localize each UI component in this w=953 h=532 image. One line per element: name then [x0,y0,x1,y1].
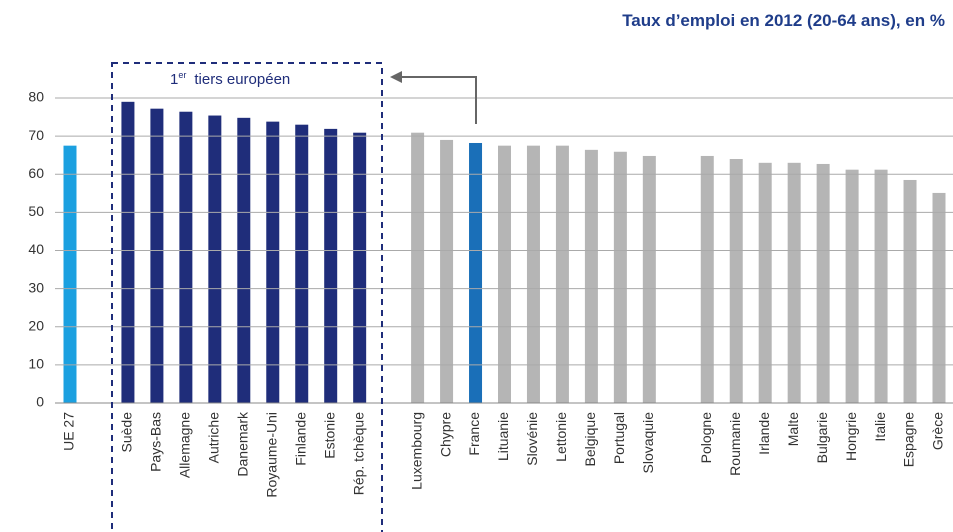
x-tick-label: Belgique [582,412,598,467]
bar [295,124,309,403]
x-tick-label: Espagne [901,412,917,467]
bar [642,155,656,403]
x-tick-label: Slovaquie [640,412,656,474]
bar [555,145,569,403]
bar [63,145,77,403]
x-tick-label: Autriche [206,412,222,464]
bar [353,132,367,403]
x-tick-label: France [466,412,482,456]
bar [729,159,743,403]
x-tick-label: Bulgarie [814,412,830,464]
bar [150,108,164,404]
bar [845,169,859,403]
x-tick-label: Malte [785,412,801,446]
bar [700,155,714,403]
bar [208,115,222,403]
y-tick-label: 30 [28,279,44,295]
bar [758,162,772,403]
annotation-text: tiers européen [194,71,290,88]
bar [324,128,338,403]
y-tick-label: 40 [28,241,44,257]
chart-title: Taux d’emploi en 2012 (20-64 ans), en % [622,11,945,30]
bar [179,111,193,403]
y-tick-label: 70 [28,127,44,143]
x-tick-label: Pays-Bas [148,412,164,472]
x-tick-label: Estonie [321,412,337,459]
bar [584,149,598,403]
x-tick-label: Pologne [698,412,714,464]
x-tick-label: Rép. tchèque [350,412,366,495]
x-tick-label: Roumanie [727,412,743,476]
x-tick-label: Luxembourg [408,412,424,490]
bar [932,192,946,403]
bar [440,139,454,403]
x-tick-label: Hongrie [843,412,859,461]
x-tick-label: Irlande [756,412,772,455]
arrow [395,76,477,124]
x-tick-label: Grèce [930,412,946,450]
x-tick-label: Portugal [611,412,627,464]
highlight-box [111,62,383,532]
x-tick-label: Danemark [235,411,251,477]
y-tick-label: 10 [28,356,44,372]
bar [903,179,917,403]
bar [266,121,280,403]
annotation: 1er tiers européen [170,70,290,88]
bar [469,142,483,404]
y-tick-label: 80 [28,89,44,105]
arrow-head [390,71,402,83]
y-tick-label: 0 [36,394,44,410]
x-tick-label: Suède [119,412,135,453]
x-tick-label: Italie [872,412,888,442]
bar [874,169,888,403]
x-tick-label: Lituanie [495,412,511,461]
bar [411,132,425,403]
bar [526,145,540,403]
annotation-sup: er [178,70,186,80]
x-tick-label: Finlande [292,412,308,466]
y-tick-label: 20 [28,317,44,333]
x-tick-label: UE 27 [61,412,77,451]
bar [121,101,135,403]
x-tick-label: Slovénie [524,412,540,466]
bar [498,145,511,403]
x-tick-label: Lettonie [553,412,569,462]
bar [237,117,251,403]
bar [787,162,801,403]
y-tick-label: 60 [28,165,44,181]
bar [816,163,830,403]
bar [613,151,627,403]
annotation-number: 1 [170,71,178,88]
y-tick-label: 50 [28,203,44,219]
x-tick-label: Royaume-Uni [263,412,279,498]
x-tick-label: Allemagne [177,412,193,478]
x-tick-label: Chypre [437,412,453,457]
